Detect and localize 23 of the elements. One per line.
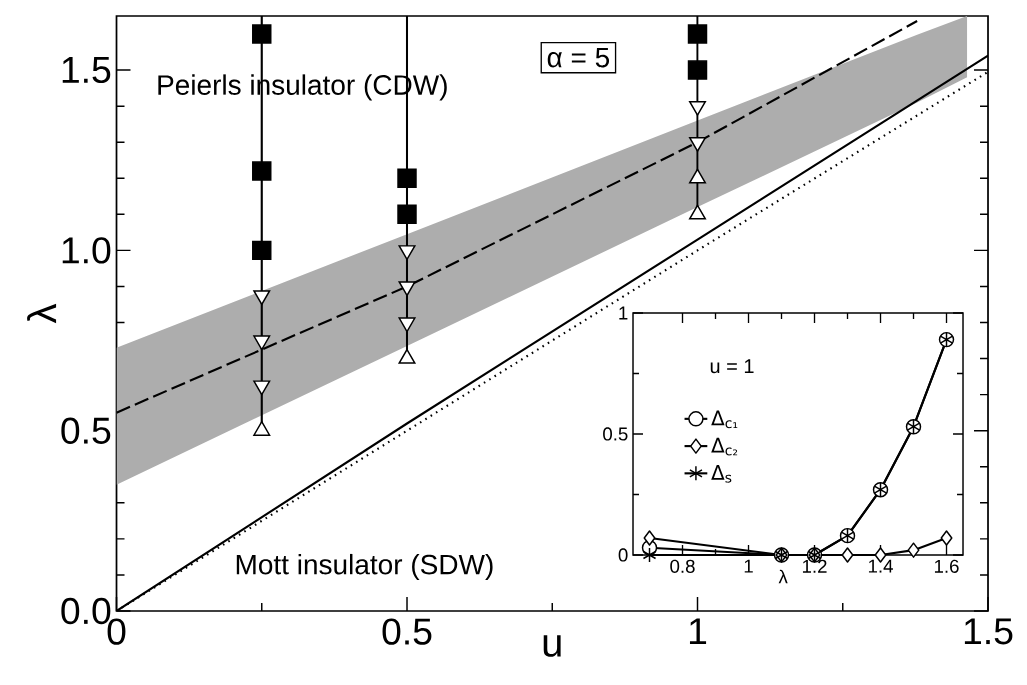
x-tick-label: 1 <box>744 559 753 573</box>
x-tick-label: 1.6 <box>934 559 959 573</box>
annotation: α = 5 <box>547 47 610 68</box>
legend-label: Δ$_{c₁}$ <box>711 410 738 429</box>
y-tick-label: 0 <box>618 548 628 562</box>
x-axis-title: λ <box>778 569 788 584</box>
x-tick-label: 0.5 <box>382 618 432 645</box>
y-tick-label: 1.0 <box>62 237 111 264</box>
x-tick-label: 1.4 <box>868 559 893 573</box>
legend-label: Δ$_{s}$ <box>711 465 732 483</box>
y-tick-label: 0.5 <box>61 417 111 444</box>
y-tick-label: 0.5 <box>603 427 628 441</box>
legend-label: Δ$_{c₂}$ <box>711 437 738 456</box>
y-tick-label: 1 <box>619 306 628 320</box>
x-tick-label: 1.2 <box>802 559 827 573</box>
y-tick-label: 1.5 <box>62 57 111 84</box>
x-tick-label: 1.5 <box>964 618 1013 645</box>
y-axis-title: λ <box>27 303 57 324</box>
x-axis-title: u <box>543 635 561 657</box>
x-tick-label: 1 <box>689 618 707 645</box>
x-tick-label: 0.8 <box>670 559 695 573</box>
annotation: Mott insulator (SDW) <box>236 553 493 581</box>
annotation: u = 1 <box>710 359 754 374</box>
